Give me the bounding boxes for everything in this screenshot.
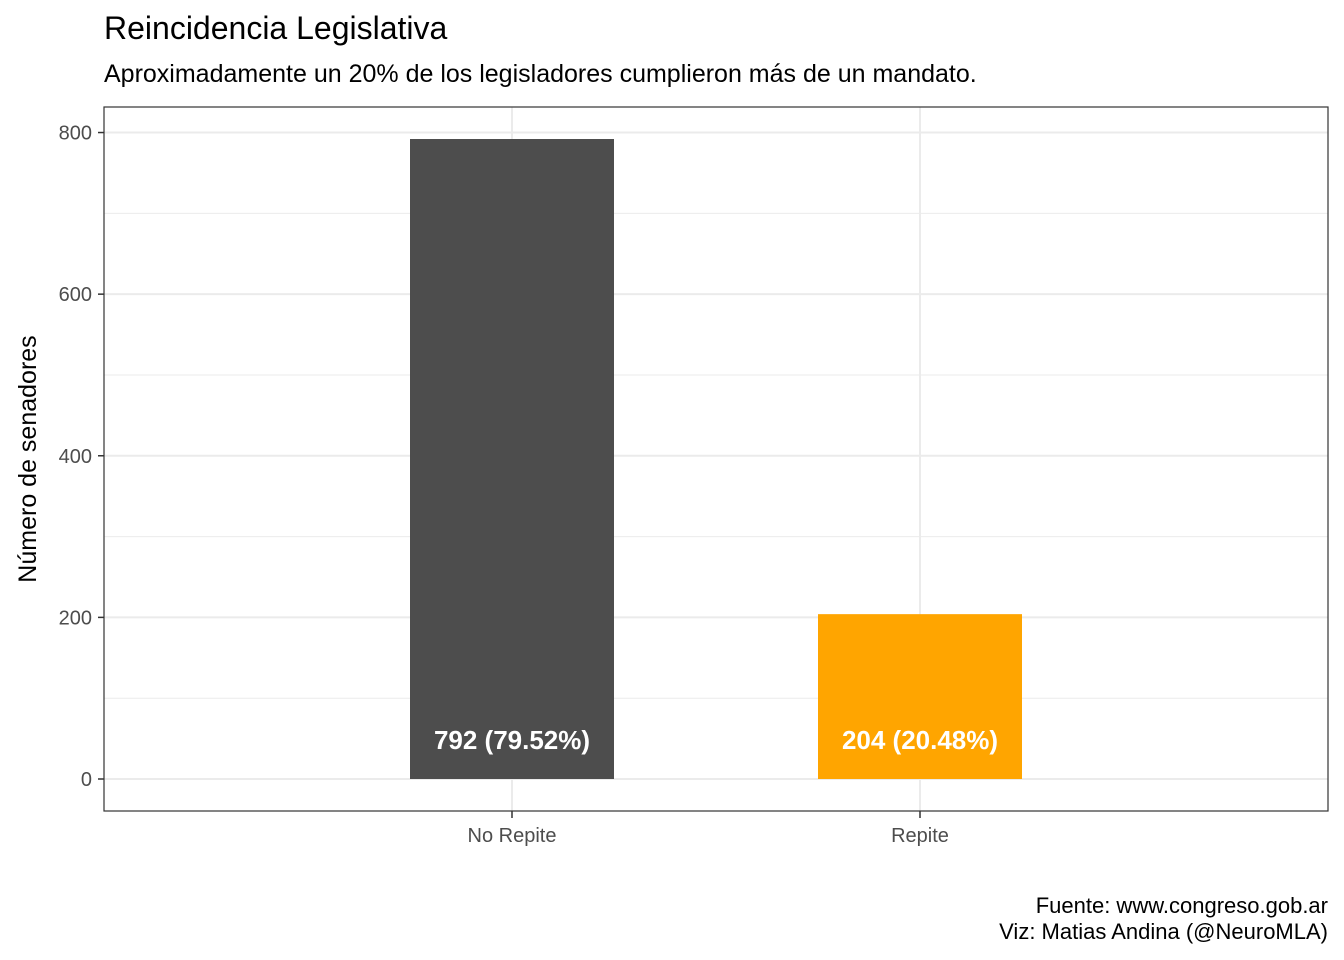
x-tick-label: No Repite [468,825,557,847]
y-tick-label: 800 [59,123,92,145]
y-tick-label: 600 [59,284,92,306]
panel-border [103,106,1329,812]
y-tick-label: 200 [59,607,92,629]
x-axis: No Repite Repite [468,811,949,847]
chart-title: Reincidencia Legislativa [104,10,448,46]
bar-value-label: 204 (20.48%) [842,725,998,755]
major-gridlines [104,107,1328,811]
y-axis-title: Número de senadores [14,335,42,582]
caption: Fuente: www.congreso.gob.ar Viz: Matias … [999,893,1328,945]
caption-source: Fuente: www.congreso.gob.ar [1035,893,1328,918]
caption-credit: Viz: Matias Andina (@NeuroMLA) [999,919,1328,944]
chart-subtitle: Aproximadamente un 20% de los legislador… [104,60,977,88]
bar-value-label: 792 (79.52%) [434,725,590,755]
y-axis: 0 200 400 600 800 [59,123,104,791]
y-tick-label: 400 [59,446,92,468]
bar-no-repite [410,139,614,779]
minor-gridlines [104,212,1328,699]
x-tick-label: Repite [891,825,949,847]
bar-labels: 792 (79.52%) 204 (20.48%) [434,725,998,755]
bar-repite [818,614,1022,779]
bars [410,139,1022,779]
y-tick-label: 0 [81,769,92,791]
